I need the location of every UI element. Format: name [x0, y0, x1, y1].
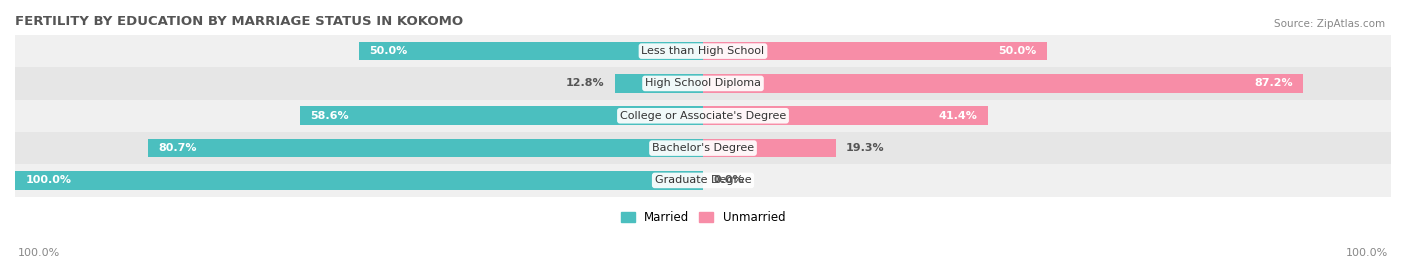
Bar [15, 132, 1391, 164]
Text: College or Associate's Degree: College or Associate's Degree [620, 111, 786, 121]
Bar [15, 171, 703, 190]
Text: 100.0%: 100.0% [1346, 248, 1388, 258]
Text: FERTILITY BY EDUCATION BY MARRIAGE STATUS IN KOKOMO: FERTILITY BY EDUCATION BY MARRIAGE STATU… [15, 15, 463, 28]
Text: 58.6%: 58.6% [311, 111, 349, 121]
Text: 12.8%: 12.8% [567, 79, 605, 89]
Text: 19.3%: 19.3% [846, 143, 884, 153]
Bar [703, 42, 1047, 61]
Text: 50.0%: 50.0% [370, 46, 408, 56]
Bar [703, 106, 988, 125]
Text: High School Diploma: High School Diploma [645, 79, 761, 89]
Text: Less than High School: Less than High School [641, 46, 765, 56]
Bar [359, 42, 703, 61]
Text: Source: ZipAtlas.com: Source: ZipAtlas.com [1274, 19, 1385, 29]
Text: 41.4%: 41.4% [939, 111, 977, 121]
Bar [148, 139, 703, 157]
Bar [15, 100, 1391, 132]
Text: 100.0%: 100.0% [25, 175, 72, 185]
Text: 100.0%: 100.0% [18, 248, 60, 258]
Bar [299, 106, 703, 125]
Bar [15, 35, 1391, 67]
Legend: Married, Unmarried: Married, Unmarried [616, 206, 790, 229]
Bar [703, 74, 1303, 93]
Bar [703, 139, 835, 157]
Text: 0.0%: 0.0% [713, 175, 744, 185]
Text: 80.7%: 80.7% [157, 143, 197, 153]
Text: 50.0%: 50.0% [998, 46, 1036, 56]
Text: Bachelor's Degree: Bachelor's Degree [652, 143, 754, 153]
Text: Graduate Degree: Graduate Degree [655, 175, 751, 185]
Bar [15, 67, 1391, 100]
Bar [614, 74, 703, 93]
Text: 87.2%: 87.2% [1254, 79, 1292, 89]
Bar [15, 164, 1391, 197]
